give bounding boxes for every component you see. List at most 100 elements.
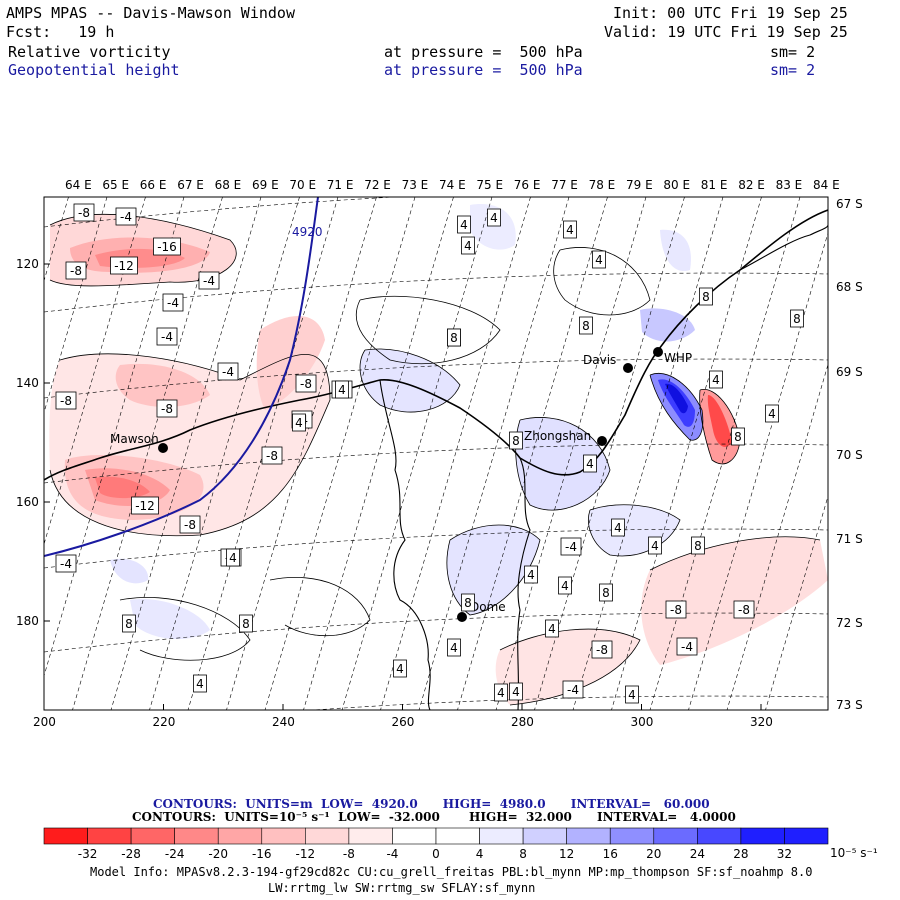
svg-text:4: 4 <box>586 457 594 471</box>
colorbar-swatch <box>653 827 698 845</box>
top-lon-label: 75 E <box>476 178 503 192</box>
top-lon-label: 71 E <box>327 178 354 192</box>
left-axis-labels: 120 140 160 180 <box>16 257 50 628</box>
svg-text:8: 8 <box>582 319 590 333</box>
station-label-dome: Dome <box>470 600 506 614</box>
vorticity-label: -8 <box>73 203 95 222</box>
vorticity-label: -4 <box>676 637 698 656</box>
init-time: Init: 00 UTC Fri 19 Sep 25 <box>613 4 848 22</box>
top-lon-label: 67 E <box>177 178 204 192</box>
right-lat-label: 71 S <box>836 532 863 546</box>
right-lat-label: 69 S <box>836 365 863 379</box>
vorticity-label: -4 <box>198 271 220 290</box>
vorticity-label: -4 <box>55 554 77 573</box>
svg-text:-16: -16 <box>157 240 177 254</box>
vorticity-label: -8 <box>733 600 755 619</box>
colorbar-tick: 8 <box>519 847 527 861</box>
vorticity-label: 4 <box>611 518 625 537</box>
bottom-axis-label: 240 <box>272 715 295 729</box>
vorticity-label: -4 <box>162 293 184 312</box>
map-frame <box>43 196 829 711</box>
top-lon-label: 81 E <box>701 178 728 192</box>
top-lon-label: 78 E <box>589 178 616 192</box>
svg-text:-4: -4 <box>167 296 179 310</box>
model-info-line-2: LW:rrtmg_lw SW:rrtmg_sw SFLAY:sf_mynn <box>268 881 536 895</box>
vorticity-label: 8 <box>461 593 475 612</box>
colorbar-tick: 32 <box>777 847 792 861</box>
lat-lon-grid <box>44 197 828 710</box>
vorticity-label: 4 <box>563 220 577 239</box>
svg-text:-4: -4 <box>567 683 579 697</box>
left-axis-label: 140 <box>16 376 39 390</box>
top-lon-label: 64 E <box>65 178 92 192</box>
right-latitude-labels: 67 S 68 S 69 S 70 S 71 S 72 S 73 S <box>836 197 863 712</box>
svg-text:8: 8 <box>450 331 458 345</box>
colorbar-tick: -20 <box>208 847 228 861</box>
svg-text:4: 4 <box>512 685 520 699</box>
svg-text:-4: -4 <box>60 557 72 571</box>
bottom-axis-label: 260 <box>392 715 415 729</box>
vorticity-label: 4 <box>457 215 471 234</box>
colorbar-swatch <box>522 827 567 845</box>
vorticity-label: -4 <box>156 327 178 346</box>
svg-text:-8: -8 <box>161 402 173 416</box>
svg-text:4: 4 <box>527 568 535 582</box>
field-1-level: at pressure = 500 hPa <box>384 43 583 61</box>
top-lon-label: 66 E <box>140 178 167 192</box>
vorticity-label: -8 <box>55 391 77 410</box>
vorticity-label: 8 <box>122 614 136 633</box>
top-lon-label: 72 E <box>364 178 391 192</box>
vorticity-label: -4 <box>562 680 584 699</box>
top-lon-label: 77 E <box>551 178 578 192</box>
svg-text:4: 4 <box>614 521 622 535</box>
vorticity-label: 4 <box>193 674 207 693</box>
svg-text:-8: -8 <box>596 643 608 657</box>
svg-text:4: 4 <box>561 579 569 593</box>
svg-text:4: 4 <box>196 677 204 691</box>
vorticity-label: 4 <box>393 659 407 678</box>
colorbar-swatch <box>609 827 655 845</box>
colorbar-swatch <box>43 827 88 845</box>
vorticity-label: -8 <box>261 446 283 465</box>
left-axis-label: 120 <box>16 257 39 271</box>
colorbar-swatch <box>305 827 350 845</box>
contour-info-vorticity: CONTOURS: UNITS=10⁻⁵ s⁻¹ LOW= -32.000 HI… <box>132 810 736 824</box>
svg-text:-4: -4 <box>565 540 577 554</box>
vorticity-label: 4 <box>461 236 475 255</box>
top-lon-label: 65 E <box>102 178 129 192</box>
top-lon-label: 80 E <box>663 178 690 192</box>
svg-text:-4: -4 <box>120 210 132 224</box>
vorticity-labels: -8 -4 -16 -12 -8 -4 -4 -4 -4 -8 -8 -4 -8 -8 -12 -8 -4 -4 -… <box>55 203 804 704</box>
svg-text:-8: -8 <box>70 264 82 278</box>
svg-text:8: 8 <box>125 617 133 631</box>
vorticity-shading <box>49 204 828 705</box>
svg-text:4: 4 <box>460 218 468 232</box>
bottom-axis-label: 300 <box>631 715 654 729</box>
height-contour-4920 <box>44 197 319 557</box>
coastline <box>44 209 828 710</box>
top-lon-label: 79 E <box>626 178 653 192</box>
vorticity-label: 4 <box>648 536 662 555</box>
svg-text:4: 4 <box>497 686 505 700</box>
svg-text:8: 8 <box>734 430 742 444</box>
svg-text:-4: -4 <box>222 365 234 379</box>
svg-text:-8: -8 <box>266 449 278 463</box>
top-lon-label: 74 E <box>439 178 466 192</box>
vorticity-label: 4 <box>592 250 606 269</box>
svg-text:4: 4 <box>548 622 556 636</box>
station-marker-dome <box>457 612 467 622</box>
svg-text:-8: -8 <box>300 377 312 391</box>
vorticity-label: -8 <box>295 374 317 393</box>
station-label-whp: WHP <box>664 351 692 365</box>
vorticity-label: -4 <box>115 207 137 226</box>
right-lat-label: 70 S <box>836 448 863 462</box>
svg-text:-8: -8 <box>738 603 750 617</box>
colorbar-swatch <box>217 827 263 845</box>
station-label-davis: Davis <box>583 353 616 367</box>
svg-text:8: 8 <box>512 434 520 448</box>
colorbar-tick: 4 <box>476 847 484 861</box>
right-lat-label: 68 S <box>836 280 863 294</box>
colorbar-swatch <box>784 827 829 845</box>
top-lon-label: 84 E <box>813 178 840 192</box>
top-lon-label: 68 E <box>215 178 242 192</box>
